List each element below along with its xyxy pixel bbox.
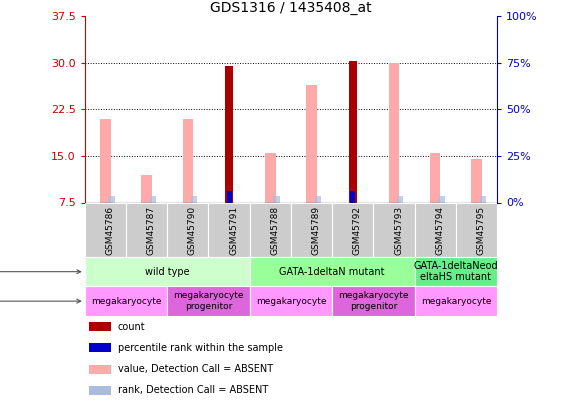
Text: GSM45793: GSM45793 — [394, 206, 403, 255]
Bar — [389, 63, 399, 202]
Bar — [291, 202, 332, 257]
Bar — [415, 286, 497, 316]
Bar — [250, 257, 415, 286]
Bar — [126, 202, 167, 257]
Bar — [273, 196, 280, 202]
Text: GSM45789: GSM45789 — [312, 206, 320, 255]
Bar — [182, 119, 193, 202]
Bar — [100, 119, 111, 202]
Bar — [456, 202, 497, 257]
Bar — [227, 191, 232, 202]
Bar — [332, 286, 415, 316]
Text: megakaryocyte
progenitor: megakaryocyte progenitor — [173, 292, 244, 311]
Text: GSM45790: GSM45790 — [188, 206, 197, 255]
Title: GDS1316 / 1435408_at: GDS1316 / 1435408_at — [210, 1, 372, 15]
Bar — [471, 159, 482, 202]
Bar — [265, 153, 276, 202]
Bar — [167, 286, 250, 316]
Bar — [85, 202, 126, 257]
Bar — [250, 202, 291, 257]
Text: megakaryocyte
progenitor: megakaryocyte progenitor — [338, 292, 408, 311]
Bar — [141, 175, 152, 202]
Text: genotype/variation: genotype/variation — [0, 266, 81, 277]
Bar — [85, 257, 250, 286]
Text: wild type: wild type — [145, 266, 189, 277]
Bar — [89, 322, 111, 331]
Text: GSM45791: GSM45791 — [229, 206, 238, 255]
Text: GSM45795: GSM45795 — [477, 206, 485, 255]
Text: megakaryocyte: megakaryocyte — [421, 296, 491, 306]
Text: GSM45788: GSM45788 — [271, 206, 279, 255]
Bar — [349, 61, 357, 202]
Bar — [415, 202, 456, 257]
Bar — [480, 196, 486, 202]
Bar — [430, 153, 441, 202]
Text: megakaryocyte: megakaryocyte — [256, 296, 326, 306]
Text: cell type: cell type — [0, 296, 81, 306]
Text: rank, Detection Call = ABSENT: rank, Detection Call = ABSENT — [118, 385, 268, 395]
Bar — [397, 196, 403, 202]
Bar — [108, 196, 115, 202]
Bar — [438, 196, 445, 202]
Bar — [225, 66, 233, 202]
Bar — [85, 286, 167, 316]
Text: GSM45787: GSM45787 — [147, 206, 155, 255]
Bar — [191, 196, 197, 202]
Text: percentile rank within the sample: percentile rank within the sample — [118, 343, 282, 353]
Text: value, Detection Call = ABSENT: value, Detection Call = ABSENT — [118, 364, 273, 374]
Bar — [208, 202, 250, 257]
Bar — [332, 202, 373, 257]
Text: GSM45794: GSM45794 — [436, 206, 444, 255]
Text: count: count — [118, 322, 145, 332]
Bar — [150, 196, 156, 202]
Bar — [315, 196, 321, 202]
Text: GATA-1deltaNeod
eltaHS mutant: GATA-1deltaNeod eltaHS mutant — [414, 261, 498, 282]
Text: megakaryocyte: megakaryocyte — [91, 296, 161, 306]
Bar — [350, 191, 355, 202]
Text: GATA-1deltaN mutant: GATA-1deltaN mutant — [280, 266, 385, 277]
Bar — [89, 386, 111, 395]
Bar — [306, 85, 317, 202]
Bar — [373, 202, 415, 257]
Text: GSM45792: GSM45792 — [353, 206, 362, 255]
Text: GSM45786: GSM45786 — [105, 206, 114, 255]
Bar — [415, 257, 497, 286]
Bar — [89, 364, 111, 373]
Bar — [250, 286, 332, 316]
Bar — [167, 202, 208, 257]
Bar — [89, 343, 111, 352]
